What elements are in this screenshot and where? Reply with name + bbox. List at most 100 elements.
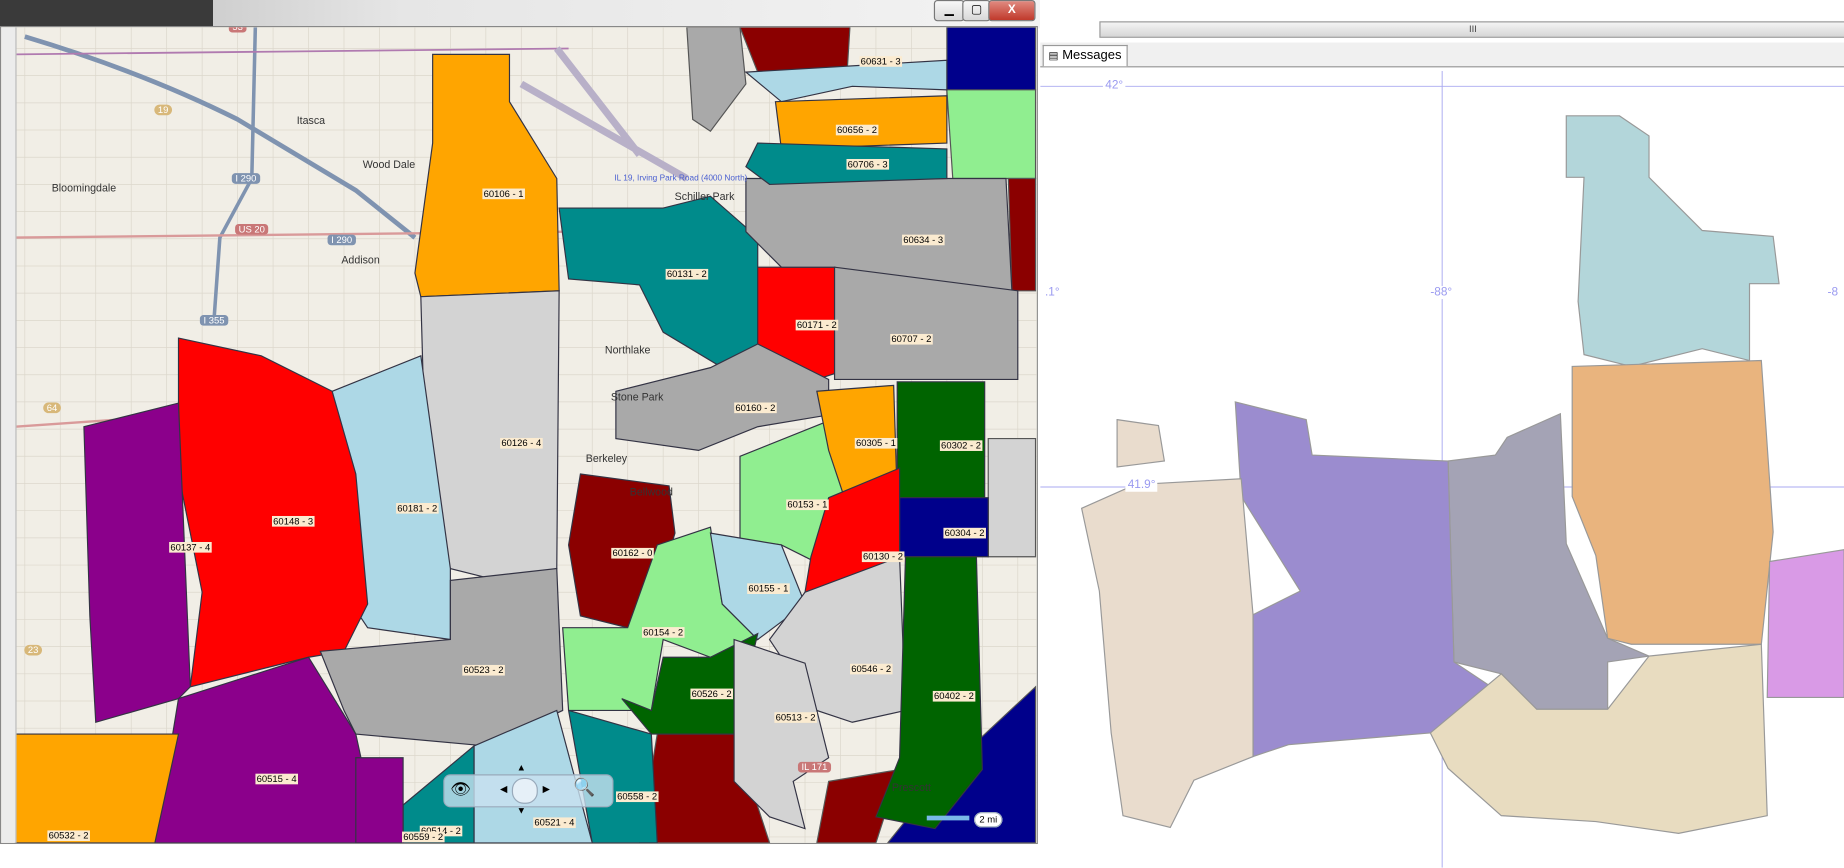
town-label: Addison [341, 254, 380, 266]
result-shape[interactable] [1565, 115, 1780, 368]
zip-region-60631[interactable] [744, 59, 948, 103]
pan-down-button[interactable]: ▼ [516, 805, 526, 816]
spatial-results-canvas[interactable] [1040, 70, 1844, 868]
town-label: Itasca [296, 114, 326, 127]
lat-label-42: 42° [1102, 79, 1126, 93]
zip-label: 60130 - 2 [861, 551, 905, 563]
scroll-grip[interactable]: III [1468, 23, 1477, 35]
zip-region[interactable] [686, 27, 747, 133]
road-shield: US 20 [235, 224, 269, 235]
result-shape[interactable] [1766, 549, 1844, 699]
road-shield: I 290 [327, 234, 356, 246]
boundary-line [15, 47, 569, 56]
zoom-search-icon[interactable]: 🔍 [573, 777, 596, 798]
vertical-scrollbar[interactable] [1, 27, 17, 843]
tab-bar: ▤ Messages [1040, 42, 1844, 68]
zip-label: 60126 - 4 [500, 437, 543, 449]
lon-label-left: .1° [1042, 286, 1062, 300]
zip-label: 60137 - 4 [169, 541, 212, 553]
zip-region-60559[interactable] [355, 757, 404, 843]
zip-label: 60514 - 2 [419, 825, 463, 837]
zip-label: 60526 - 2 [690, 688, 733, 700]
zip-region-60523[interactable] [319, 567, 564, 747]
minimize-button[interactable]: ▁ [933, 0, 965, 22]
scale-label: 2 mi [974, 812, 1002, 828]
town-label: Bloomingdale [51, 182, 117, 194]
town-label: Prescott [891, 781, 931, 794]
highway-line [212, 27, 258, 321]
result-shape[interactable] [1571, 359, 1774, 645]
close-button[interactable]: X [988, 0, 1036, 22]
zip-label: 60106 - 1 [482, 188, 525, 200]
zip-region-60656[interactable] [774, 95, 948, 150]
zip-label: 60154 - 2 [641, 627, 685, 638]
road-shield: I 355 [199, 315, 229, 326]
result-shape[interactable] [1429, 643, 1768, 834]
road-note: IL 19, Irving Park Road (4000 North) [614, 174, 748, 183]
zip-label: 60153 - 1 [786, 499, 829, 511]
pan-left-button[interactable]: ◀ [500, 783, 508, 795]
zip-label: 60523 - 2 [462, 664, 505, 676]
eye-icon[interactable]: 👁 [450, 779, 472, 798]
zip-label: 60304 - 2 [943, 527, 986, 539]
zip-label: 60171 - 2 [795, 319, 838, 331]
zip-label: 60160 - 2 [734, 402, 777, 414]
zip-label: 60634 - 3 [902, 234, 945, 246]
road-shield: 19 [154, 104, 172, 116]
zip-label: 60546 - 2 [850, 663, 893, 675]
pan-up-button[interactable]: ▲ [516, 762, 526, 774]
zip-label: 60131 - 2 [665, 268, 708, 280]
zip-label: 60515 - 4 [255, 773, 298, 785]
zip-region-60707[interactable] [833, 266, 1019, 381]
zip-label: 60305 - 1 [854, 437, 898, 449]
town-label: Berkeley [585, 452, 628, 465]
scale-bar [926, 815, 970, 821]
zip-label: 60656 - 2 [835, 124, 879, 136]
zip-label: 60521 - 4 [533, 817, 576, 829]
map-scale: 2 mi [926, 807, 1002, 828]
zip-label: 60558 - 2 [615, 791, 659, 803]
map-window[interactable]: 60106 - 1 60131 - 2 60171 - 2 60634 - 3 6070… [0, 26, 1038, 845]
result-shape[interactable] [1234, 401, 1491, 758]
messages-icon: ▤ [1048, 49, 1059, 62]
lon-label-88: -88° [1427, 286, 1455, 300]
zip-region-60706[interactable] [745, 142, 948, 186]
zip-label: 60402 - 2 [932, 690, 976, 702]
zip-label: 60532 - 2 [47, 830, 90, 842]
town-label: Bellwood [629, 485, 673, 498]
shape-viewer-panel: III ▤ Messages 42° 41.9° -88° .1° -8 [1040, 0, 1844, 868]
zip-label: 60162 - 0 [611, 547, 654, 559]
result-shape[interactable] [1080, 478, 1254, 829]
horizontal-scrollbar[interactable]: III [1099, 21, 1844, 38]
lon-label-right: -8 [1825, 286, 1841, 300]
zip-region[interactable] [816, 768, 901, 843]
zip-label: 60631 - 3 [859, 56, 902, 67]
highway-line [24, 34, 417, 240]
pan-center-button[interactable] [511, 777, 538, 804]
zip-label: 60707 - 2 [890, 333, 933, 345]
tab-messages[interactable]: ▤ Messages [1042, 44, 1128, 67]
lat-label-41-9: 41.9° [1125, 478, 1158, 492]
road-shield: I 290 [231, 173, 260, 184]
zip-label: 60148 - 3 [271, 515, 315, 527]
road-shield: 53 [228, 27, 247, 33]
zip-label: 60155 - 1 [747, 583, 790, 595]
road-shield: IL 171 [797, 761, 831, 773]
zip-label: 60706 - 3 [846, 158, 889, 170]
maximize-button[interactable]: ▢ [962, 0, 991, 22]
town-label: Schiller Park [674, 190, 735, 203]
road-shield: 64 [43, 402, 61, 414]
zip-region[interactable] [1007, 177, 1037, 292]
town-label: Northlake [604, 343, 651, 356]
runway-line [519, 46, 689, 182]
tab-label: Messages [1062, 48, 1122, 63]
map-navigation-control[interactable]: 👁 ▲ ◀ ▶ ▼ 🔍 [443, 762, 614, 816]
zip-label: 60302 - 2 [939, 440, 983, 451]
zip-label: 60559 - 2 [402, 831, 445, 843]
town-label: Stone Park [610, 391, 664, 404]
pan-right-button[interactable]: ▶ [542, 783, 550, 795]
zip-region-60402[interactable] [875, 556, 983, 830]
zip-label: 60181 - 2 [396, 502, 439, 514]
result-shape[interactable] [1116, 418, 1166, 468]
zip-region-60513[interactable] [733, 638, 830, 830]
